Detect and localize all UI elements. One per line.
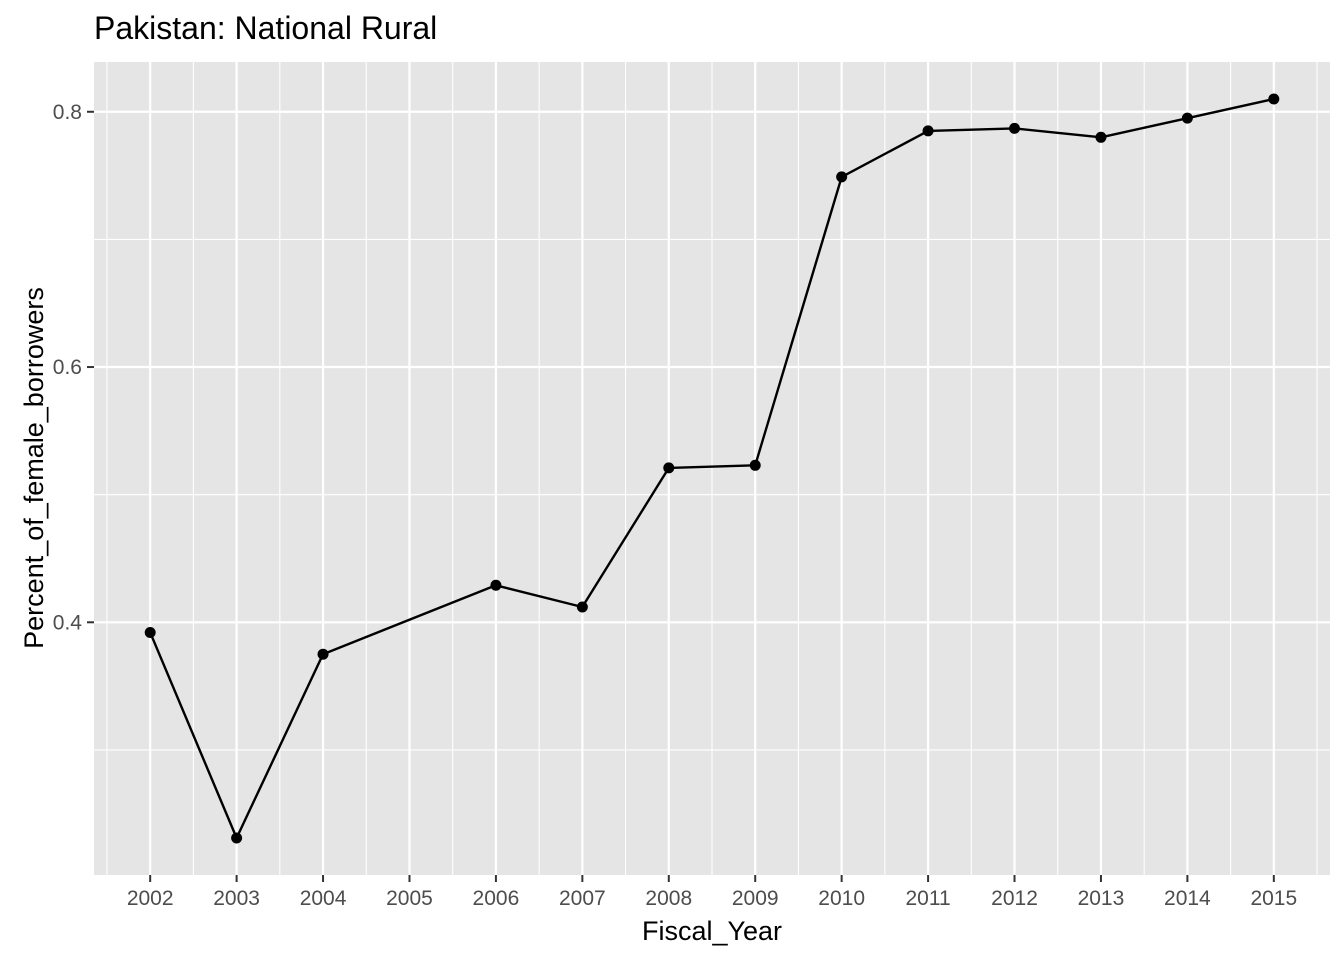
- x-tick-label: 2009: [732, 887, 779, 910]
- x-tick-label: 2007: [559, 887, 606, 910]
- data-point: [1181, 112, 1193, 124]
- data-point: [576, 601, 588, 613]
- x-tick-label: 2005: [386, 887, 433, 910]
- data-point: [1268, 93, 1280, 105]
- data-point: [1009, 122, 1021, 134]
- x-tick-label: 2003: [213, 887, 260, 910]
- data-point: [1095, 131, 1107, 143]
- x-tick-label: 2014: [1164, 887, 1211, 910]
- y-axis: 0.4 0.6 0.8: [53, 101, 94, 634]
- data-point: [490, 579, 502, 591]
- y-tick-label: 0.8: [53, 101, 82, 124]
- x-axis-title: Fiscal_Year: [642, 916, 782, 946]
- data-points: [144, 93, 1280, 844]
- major-gridlines: [94, 62, 1330, 875]
- data-point: [922, 125, 934, 137]
- data-point: [231, 832, 243, 844]
- x-tick-label: 2008: [645, 887, 692, 910]
- y-tick-label: 0.4: [53, 611, 83, 634]
- x-axis: 2002 2003 2004 2005 2006 2007 2008 2009 2010 2011…: [127, 875, 1297, 910]
- x-tick-label: 2004: [300, 887, 347, 910]
- data-point: [749, 459, 761, 471]
- minor-gridlines: [94, 62, 1330, 875]
- chart-title: Pakistan: National Rural: [94, 10, 437, 46]
- y-axis-title: Percent_of_female_borrowers: [19, 287, 49, 649]
- data-point: [144, 627, 156, 639]
- data-point: [836, 171, 848, 183]
- x-tick-label: 2015: [1250, 887, 1297, 910]
- data-point: [317, 648, 329, 660]
- y-tick-label: 0.6: [53, 356, 82, 379]
- x-tick-label: 2012: [991, 887, 1038, 910]
- data-point: [663, 462, 675, 474]
- x-tick-label: 2011: [905, 887, 950, 910]
- x-tick-label: 2013: [1078, 887, 1125, 910]
- x-tick-label: 2002: [127, 887, 174, 910]
- x-tick-label: 2010: [818, 887, 865, 910]
- x-tick-label: 2006: [473, 887, 520, 910]
